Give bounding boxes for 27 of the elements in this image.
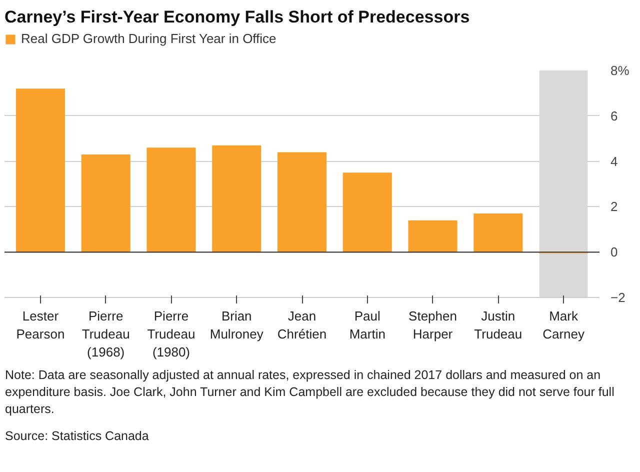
y-tick-label: 8% (610, 63, 630, 78)
x-tick-label: Pierre Trudeau (1968) (82, 308, 130, 360)
bar (408, 220, 458, 252)
source-note: Source: Statistics Canada (5, 428, 149, 444)
bar (212, 145, 262, 252)
y-tick-label: 4 (610, 154, 618, 169)
x-tick-label: Justin Trudeau (474, 308, 522, 342)
y-tick-label: 6 (610, 108, 618, 124)
y-tick-label: 0 (610, 244, 618, 260)
x-tick-label: Pierre Trudeau (1980) (147, 308, 196, 360)
bar (342, 172, 392, 252)
bar (146, 148, 196, 252)
x-tick-label: Stephen Harper (408, 308, 457, 342)
bar (81, 154, 130, 252)
bar (277, 152, 327, 252)
x-tick-label: Paul Martin (349, 308, 386, 342)
x-tick-label: Brian Mulroney (210, 308, 264, 342)
legend-label: Real GDP Growth During First Year in Office (21, 31, 276, 46)
y-tick-label: 2 (610, 199, 618, 214)
x-tick-label: Mark Carney (542, 308, 585, 342)
y-tick-label: −2 (610, 290, 626, 305)
text: Note: Data are seasonally adjusted at annual rates, expressed in chained 2017 dollars and measured on an expenditure basis. Joe Clark, John Turner and Kim Campbell are excluded because they did not serve four full quarters. (5, 367, 616, 418)
chart-title: Carney’s First-Year Economy Falls Short of Predecessors (4, 8, 470, 26)
x-tick-label: Jean Chrétien (277, 308, 327, 342)
x-tick-label: Lester Pearson (16, 308, 65, 342)
bar (16, 88, 65, 252)
bar (474, 214, 523, 252)
